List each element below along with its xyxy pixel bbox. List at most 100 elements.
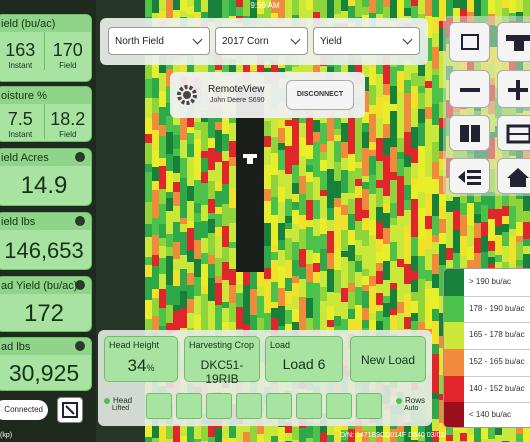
yield-cell bbox=[320, 190, 327, 196]
yield-cell bbox=[488, 241, 495, 251]
table-button[interactable] bbox=[497, 115, 530, 151]
yield-cell bbox=[516, 236, 523, 242]
yield-cell bbox=[306, 165, 313, 172]
yield-cell bbox=[166, 0, 173, 18]
yield-cell bbox=[418, 146, 425, 169]
yield-cell bbox=[383, 252, 390, 261]
yield-cell bbox=[152, 65, 159, 78]
settings[interactable] bbox=[75, 341, 85, 351]
yield-cell bbox=[516, 242, 523, 260]
yield-cell bbox=[320, 218, 327, 234]
field-select[interactable]: North Field bbox=[108, 27, 210, 55]
yield-cell bbox=[341, 193, 348, 205]
yield-cell bbox=[145, 419, 152, 437]
yield-cell bbox=[397, 71, 404, 81]
yield-cell bbox=[278, 250, 285, 266]
yield-cell bbox=[187, 228, 194, 250]
yield-cell bbox=[411, 108, 418, 127]
yield-cell bbox=[306, 0, 313, 10]
yield-cell bbox=[432, 194, 439, 216]
crop-select[interactable]: 2017 Corn bbox=[215, 27, 308, 55]
yield-cell bbox=[236, 284, 243, 293]
yield-cell bbox=[271, 222, 278, 245]
home-button[interactable] bbox=[497, 158, 530, 194]
yield-cell bbox=[481, 236, 488, 252]
yield-cell bbox=[516, 260, 523, 266]
yield-cell bbox=[152, 266, 159, 289]
yield-cell bbox=[166, 211, 173, 234]
layer-select[interactable]: Yield bbox=[313, 27, 420, 55]
yield-cell bbox=[145, 237, 152, 257]
yield-cell bbox=[271, 153, 278, 175]
yield-cell bbox=[208, 148, 215, 170]
new-load-button[interactable]: New Load bbox=[350, 336, 426, 382]
expand-button[interactable] bbox=[57, 397, 83, 423]
yield-cell bbox=[173, 259, 180, 270]
yield-cell bbox=[208, 138, 215, 148]
legend-row: 178 - 190 bu/ac bbox=[444, 295, 530, 324]
yield-cell bbox=[264, 313, 271, 333]
yield-cell bbox=[145, 134, 152, 143]
yield-cell bbox=[180, 308, 187, 328]
yield-cell bbox=[411, 271, 418, 280]
yield-cell bbox=[243, 432, 250, 442]
legend-swatch bbox=[444, 375, 464, 403]
yield-cell bbox=[306, 264, 313, 282]
connection-pill[interactable]: Connected bbox=[0, 400, 48, 420]
yield-cell bbox=[278, 170, 285, 187]
yield-cell bbox=[222, 184, 229, 204]
list-button[interactable] bbox=[449, 158, 490, 194]
combine-button[interactable] bbox=[497, 22, 530, 62]
disconnect-button[interactable]: DISCONNECT bbox=[286, 80, 354, 110]
yield-cell bbox=[187, 0, 194, 7]
yield-cell bbox=[334, 316, 341, 326]
recenter-button[interactable] bbox=[449, 22, 490, 62]
yield-cell bbox=[376, 62, 383, 74]
yield-cell bbox=[152, 316, 159, 332]
yield-cell bbox=[397, 92, 404, 104]
yield-cell bbox=[509, 0, 516, 13]
row-box bbox=[206, 393, 232, 419]
yield-cell bbox=[173, 117, 180, 125]
split-button[interactable] bbox=[449, 115, 490, 151]
yield-cell bbox=[495, 424, 502, 435]
zoom-in-button[interactable] bbox=[497, 70, 530, 108]
yield-cell bbox=[355, 261, 362, 272]
yield-cell bbox=[425, 107, 432, 119]
yield-cell bbox=[215, 122, 222, 130]
yield-cell bbox=[516, 222, 523, 236]
yield-cell bbox=[397, 116, 404, 138]
yield-cell bbox=[299, 123, 306, 137]
yield-cell bbox=[523, 211, 530, 222]
yield-cell bbox=[264, 189, 271, 201]
yield-cell bbox=[369, 105, 376, 114]
yield-cell bbox=[509, 428, 516, 442]
yield-cell bbox=[145, 277, 152, 300]
yield-cell bbox=[306, 298, 313, 318]
yield-cell bbox=[327, 220, 334, 231]
value: 146,653 bbox=[4, 238, 84, 263]
yield-cell bbox=[187, 250, 194, 262]
zoom-out-button[interactable] bbox=[449, 70, 490, 108]
yield-cell bbox=[362, 91, 369, 112]
yield-cell bbox=[194, 222, 201, 240]
yield-cell bbox=[362, 230, 369, 239]
yield-cell bbox=[306, 172, 313, 182]
yield-cell bbox=[264, 147, 271, 165]
yield-cell bbox=[348, 131, 355, 154]
yield-cell bbox=[397, 274, 404, 292]
settings[interactable] bbox=[75, 280, 85, 290]
yield-cell bbox=[229, 202, 236, 208]
yield-cell bbox=[166, 285, 173, 305]
yield-cell bbox=[257, 318, 264, 324]
card-title: ield Acres bbox=[0, 149, 91, 166]
yield-cell bbox=[222, 134, 229, 151]
settings[interactable] bbox=[75, 152, 85, 162]
settings[interactable] bbox=[75, 216, 85, 226]
yield-cell bbox=[418, 0, 425, 14]
yield-cell bbox=[439, 336, 446, 348]
yield-cell bbox=[404, 284, 411, 294]
yield-cell bbox=[348, 292, 355, 309]
yield-cell bbox=[152, 136, 159, 150]
yield-cell bbox=[320, 123, 327, 144]
